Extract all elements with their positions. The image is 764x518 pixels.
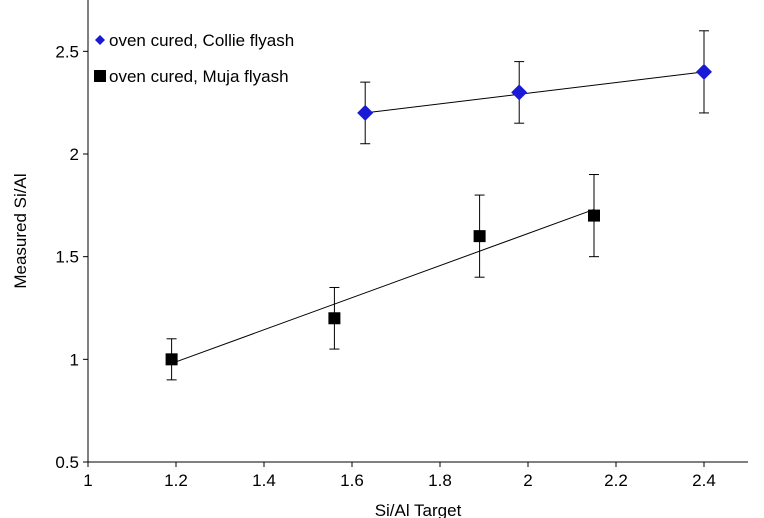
legend: oven cured, Collie flyash oven cured, Muj… bbox=[94, 31, 294, 86]
trendline bbox=[365, 71, 705, 114]
legend-item-1: oven cured, Collie flyash bbox=[95, 31, 294, 50]
axes-layer bbox=[87, 0, 748, 463]
legend-marker bbox=[95, 35, 105, 45]
legend-label: oven cured, Muja flyash bbox=[109, 67, 289, 86]
x-tick-label: 2.4 bbox=[692, 471, 716, 490]
data-point bbox=[588, 209, 600, 222]
y-tick-label: 1 bbox=[70, 350, 79, 369]
x-tick-label: 1.6 bbox=[340, 471, 364, 490]
data-point bbox=[328, 312, 341, 325]
series-layer bbox=[165, 30, 712, 381]
data-point bbox=[696, 63, 712, 80]
x-tick-label: 2 bbox=[523, 471, 532, 490]
data-point bbox=[473, 230, 486, 243]
data-point bbox=[511, 84, 528, 101]
series-1 bbox=[357, 30, 712, 145]
y-axis-title: Measured Si/Al bbox=[11, 173, 30, 288]
x-tick-label: 1.2 bbox=[164, 471, 188, 490]
series-2 bbox=[165, 174, 600, 381]
legend-item-2: oven cured, Muja flyash bbox=[94, 67, 289, 86]
data-point bbox=[357, 104, 374, 121]
y-tick-label: 1.5 bbox=[55, 248, 79, 267]
x-tick-label: 2.2 bbox=[604, 471, 628, 490]
y-tick-label: 2 bbox=[70, 145, 79, 164]
x-tick-label: 1 bbox=[83, 471, 92, 490]
trendline bbox=[171, 208, 595, 364]
x-axis-title: Si/Al Target bbox=[375, 501, 462, 518]
data-point bbox=[165, 353, 178, 366]
x-tick-label: 1.4 bbox=[252, 471, 276, 490]
x-tick-label: 1.8 bbox=[428, 471, 452, 490]
legend-marker bbox=[94, 70, 106, 82]
y-tick-label: 2.5 bbox=[55, 42, 79, 61]
legend-label: oven cured, Collie flyash bbox=[109, 31, 294, 50]
y-tick-label: 0.5 bbox=[55, 453, 79, 472]
ticks-layer: 1 1.2 1.4 1.6 1.8 2 2.2 2.40.511.522.5 bbox=[55, 42, 715, 490]
